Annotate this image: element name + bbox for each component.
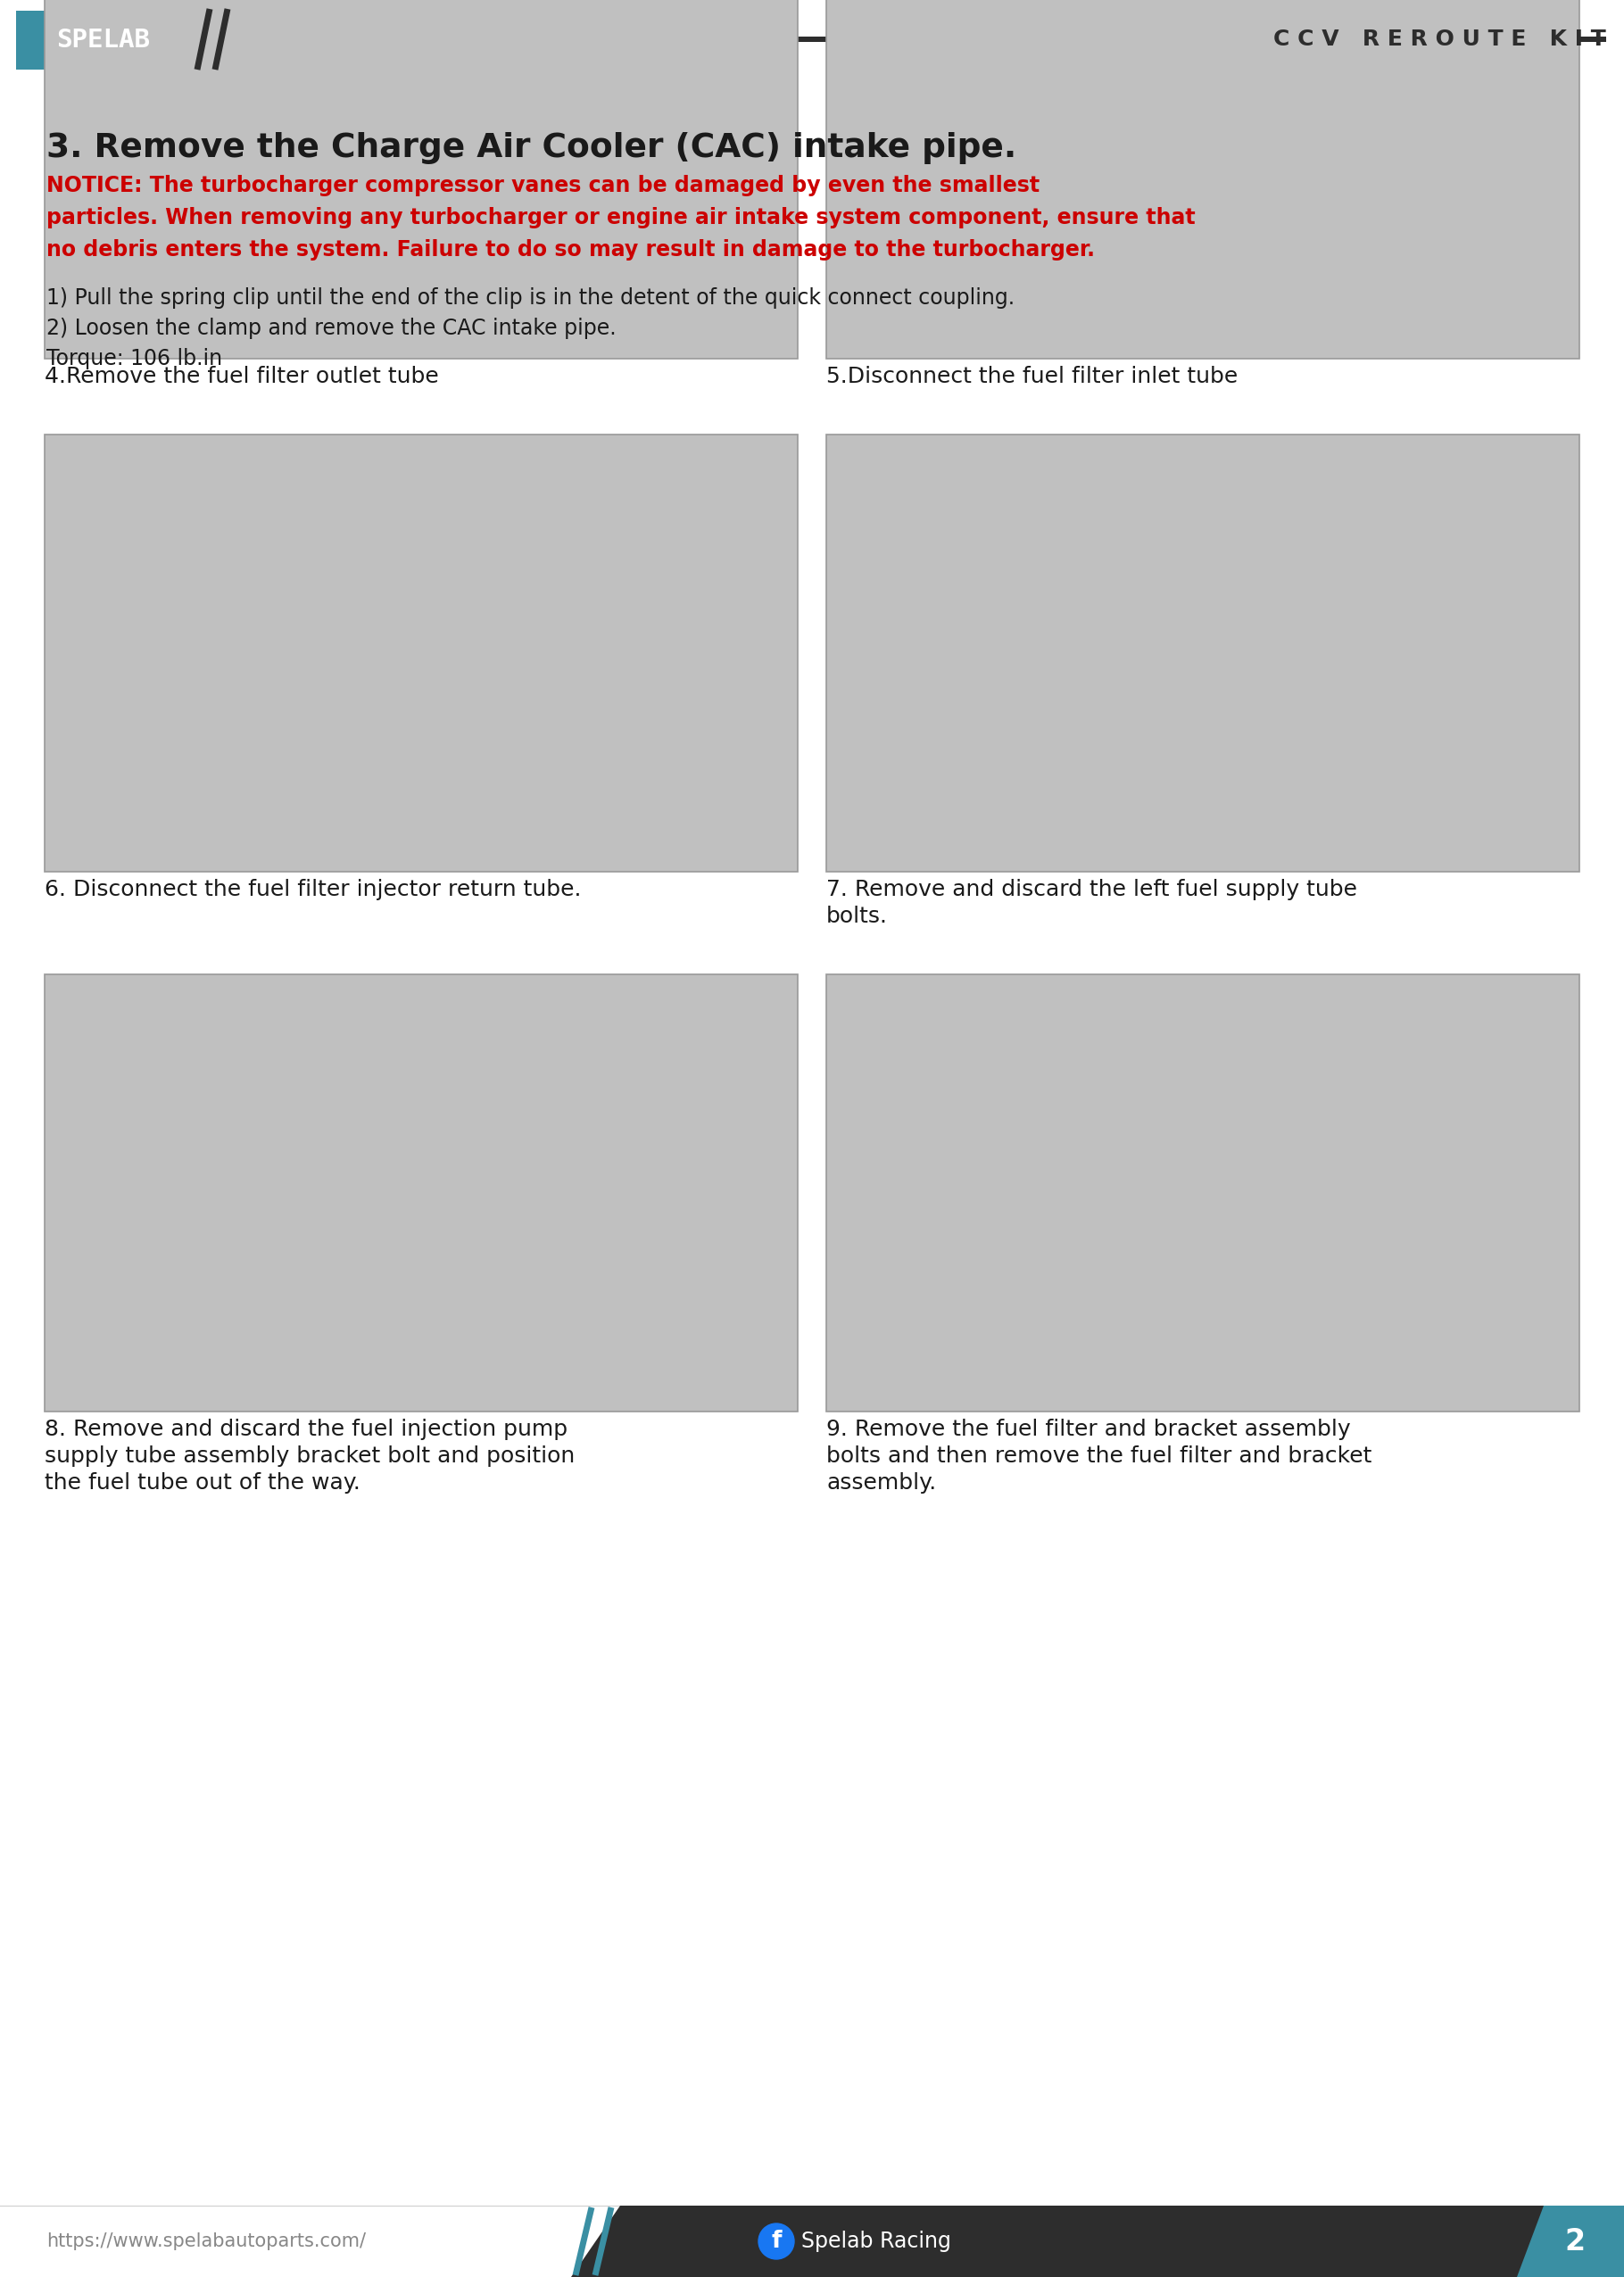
Circle shape	[758, 2222, 794, 2259]
Text: 2: 2	[1564, 2227, 1585, 2257]
Text: 1) Pull the spring clip until the end of the clip is in the detent of the quick : 1) Pull the spring clip until the end of…	[47, 287, 1015, 310]
Text: bolts.: bolts.	[827, 906, 888, 927]
Text: no debris enters the system. Failure to do so may result in damage to the turboc: no debris enters the system. Failure to …	[47, 239, 1095, 260]
Text: 6. Disconnect the fuel filter injector return tube.: 6. Disconnect the fuel filter injector r…	[44, 879, 581, 899]
Text: https://www.spelabautoparts.com/: https://www.spelabautoparts.com/	[47, 2231, 365, 2250]
Polygon shape	[572, 2206, 710, 2277]
Text: particles. When removing any turbocharger or engine air intake system component,: particles. When removing any turbocharge…	[47, 207, 1195, 228]
Bar	[0, 0, 1624, 77]
Text: SPELAB: SPELAB	[57, 27, 149, 52]
Text: 5.Disconnect the fuel filter inlet tube: 5.Disconnect the fuel filter inlet tube	[827, 367, 1237, 387]
Text: 4.Remove the fuel filter outlet tube: 4.Remove the fuel filter outlet tube	[44, 367, 438, 387]
Text: assembly.: assembly.	[827, 1473, 937, 1494]
Bar	[16, 11, 190, 71]
Bar	[827, 435, 1580, 872]
Text: bolts and then remove the fuel filter and bracket: bolts and then remove the fuel filter an…	[827, 1446, 1372, 1466]
Text: 3. Remove the Charge Air Cooler (CAC) intake pipe.: 3. Remove the Charge Air Cooler (CAC) in…	[47, 132, 1017, 164]
Text: Spelab Racing: Spelab Racing	[801, 2231, 952, 2252]
Bar	[44, 0, 797, 360]
Bar	[242, 36, 1606, 41]
Text: f: f	[771, 2229, 781, 2252]
Bar	[44, 435, 797, 872]
Text: the fuel tube out of the way.: the fuel tube out of the way.	[44, 1473, 361, 1494]
Bar	[620, 2206, 1624, 2277]
Bar	[827, 0, 1580, 360]
Text: 7. Remove and discard the left fuel supply tube: 7. Remove and discard the left fuel supp…	[827, 879, 1358, 899]
Text: 9. Remove the fuel filter and bracket assembly: 9. Remove the fuel filter and bracket as…	[827, 1419, 1351, 1439]
Bar	[44, 975, 797, 1412]
Text: supply tube assembly bracket bolt and position: supply tube assembly bracket bolt and po…	[44, 1446, 575, 1466]
Text: 2) Loosen the clamp and remove the CAC intake pipe.: 2) Loosen the clamp and remove the CAC i…	[47, 317, 615, 339]
Text: 8. Remove and discard the fuel injection pump: 8. Remove and discard the fuel injection…	[44, 1419, 568, 1439]
Text: NOTICE: The turbocharger compressor vanes can be damaged by even the smallest: NOTICE: The turbocharger compressor vane…	[47, 175, 1039, 196]
Text: C C V   R E R O U T E   K I T: C C V R E R O U T E K I T	[1273, 30, 1606, 50]
Text: Torque: 106 lb.in: Torque: 106 lb.in	[47, 348, 222, 369]
Polygon shape	[1517, 2206, 1624, 2277]
Bar	[827, 975, 1580, 1412]
